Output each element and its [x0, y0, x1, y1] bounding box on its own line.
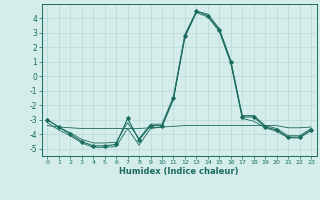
X-axis label: Humidex (Indice chaleur): Humidex (Indice chaleur)	[119, 167, 239, 176]
